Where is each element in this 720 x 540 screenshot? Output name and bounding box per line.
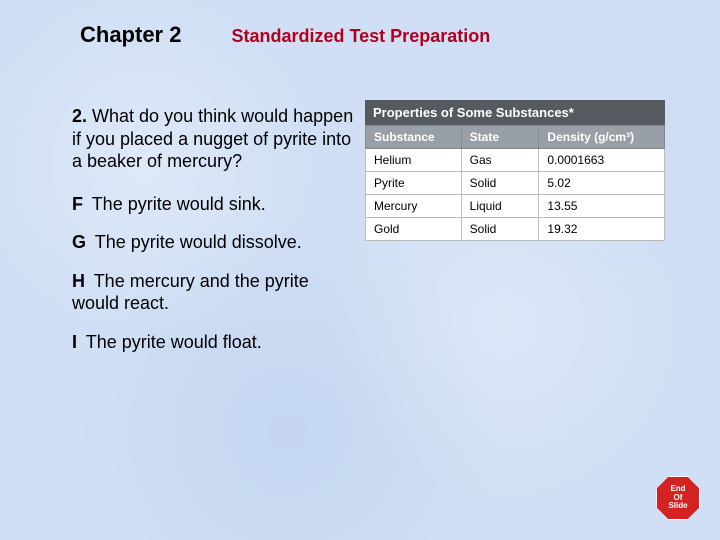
question-body: What do you think would happen if you pl… (72, 106, 353, 171)
table-row: Mercury Liquid 13.55 (366, 195, 665, 218)
answer-letter: I (72, 332, 77, 352)
slide-subtitle: Standardized Test Preparation (231, 26, 490, 47)
cell-density: 19.32 (539, 218, 665, 241)
answer-text: The pyrite would sink. (92, 194, 266, 214)
stop-sign-icon: End Of Slide (656, 476, 700, 520)
answer-text: The pyrite would float. (86, 332, 262, 352)
chapter-title: Chapter 2 (80, 22, 181, 48)
cell-substance: Helium (366, 149, 462, 172)
cell-state: Liquid (461, 195, 539, 218)
cell-state: Solid (461, 172, 539, 195)
table-row: Gold Solid 19.32 (366, 218, 665, 241)
end-line3: Slide (668, 502, 687, 511)
answer-letter: G (72, 232, 86, 252)
answer-option: G The pyrite would dissolve. (72, 231, 357, 254)
table-header-row: Substance State Density (g/cm³) (366, 126, 665, 149)
cell-substance: Gold (366, 218, 462, 241)
col-density: Density (g/cm³) (539, 126, 665, 149)
answer-text: The mercury and the pyrite would react. (72, 271, 309, 314)
answer-letter: F (72, 194, 83, 214)
answer-option: H The mercury and the pyrite would react… (72, 270, 357, 315)
cell-density: 0.0001663 (539, 149, 665, 172)
properties-table: Properties of Some Substances* Substance… (365, 100, 665, 241)
answer-option: F The pyrite would sink. (72, 193, 357, 216)
answer-text: The pyrite would dissolve. (95, 232, 302, 252)
cell-state: Solid (461, 218, 539, 241)
slide-header: Chapter 2 Standardized Test Preparation (0, 0, 720, 48)
answer-letter: H (72, 271, 85, 291)
cell-density: 5.02 (539, 172, 665, 195)
end-of-slide-button[interactable]: End Of Slide (656, 476, 700, 520)
data-table: Substance State Density (g/cm³) Helium G… (365, 125, 665, 241)
col-substance: Substance (366, 126, 462, 149)
cell-substance: Mercury (366, 195, 462, 218)
question-block: 2. What do you think would happen if you… (72, 105, 357, 369)
question-number: 2. (72, 106, 87, 126)
table-title: Properties of Some Substances* (365, 100, 665, 125)
question-text: 2. What do you think would happen if you… (72, 105, 357, 173)
col-state: State (461, 126, 539, 149)
cell-state: Gas (461, 149, 539, 172)
answer-option: I The pyrite would float. (72, 331, 357, 354)
cell-substance: Pyrite (366, 172, 462, 195)
table-row: Helium Gas 0.0001663 (366, 149, 665, 172)
table-row: Pyrite Solid 5.02 (366, 172, 665, 195)
cell-density: 13.55 (539, 195, 665, 218)
